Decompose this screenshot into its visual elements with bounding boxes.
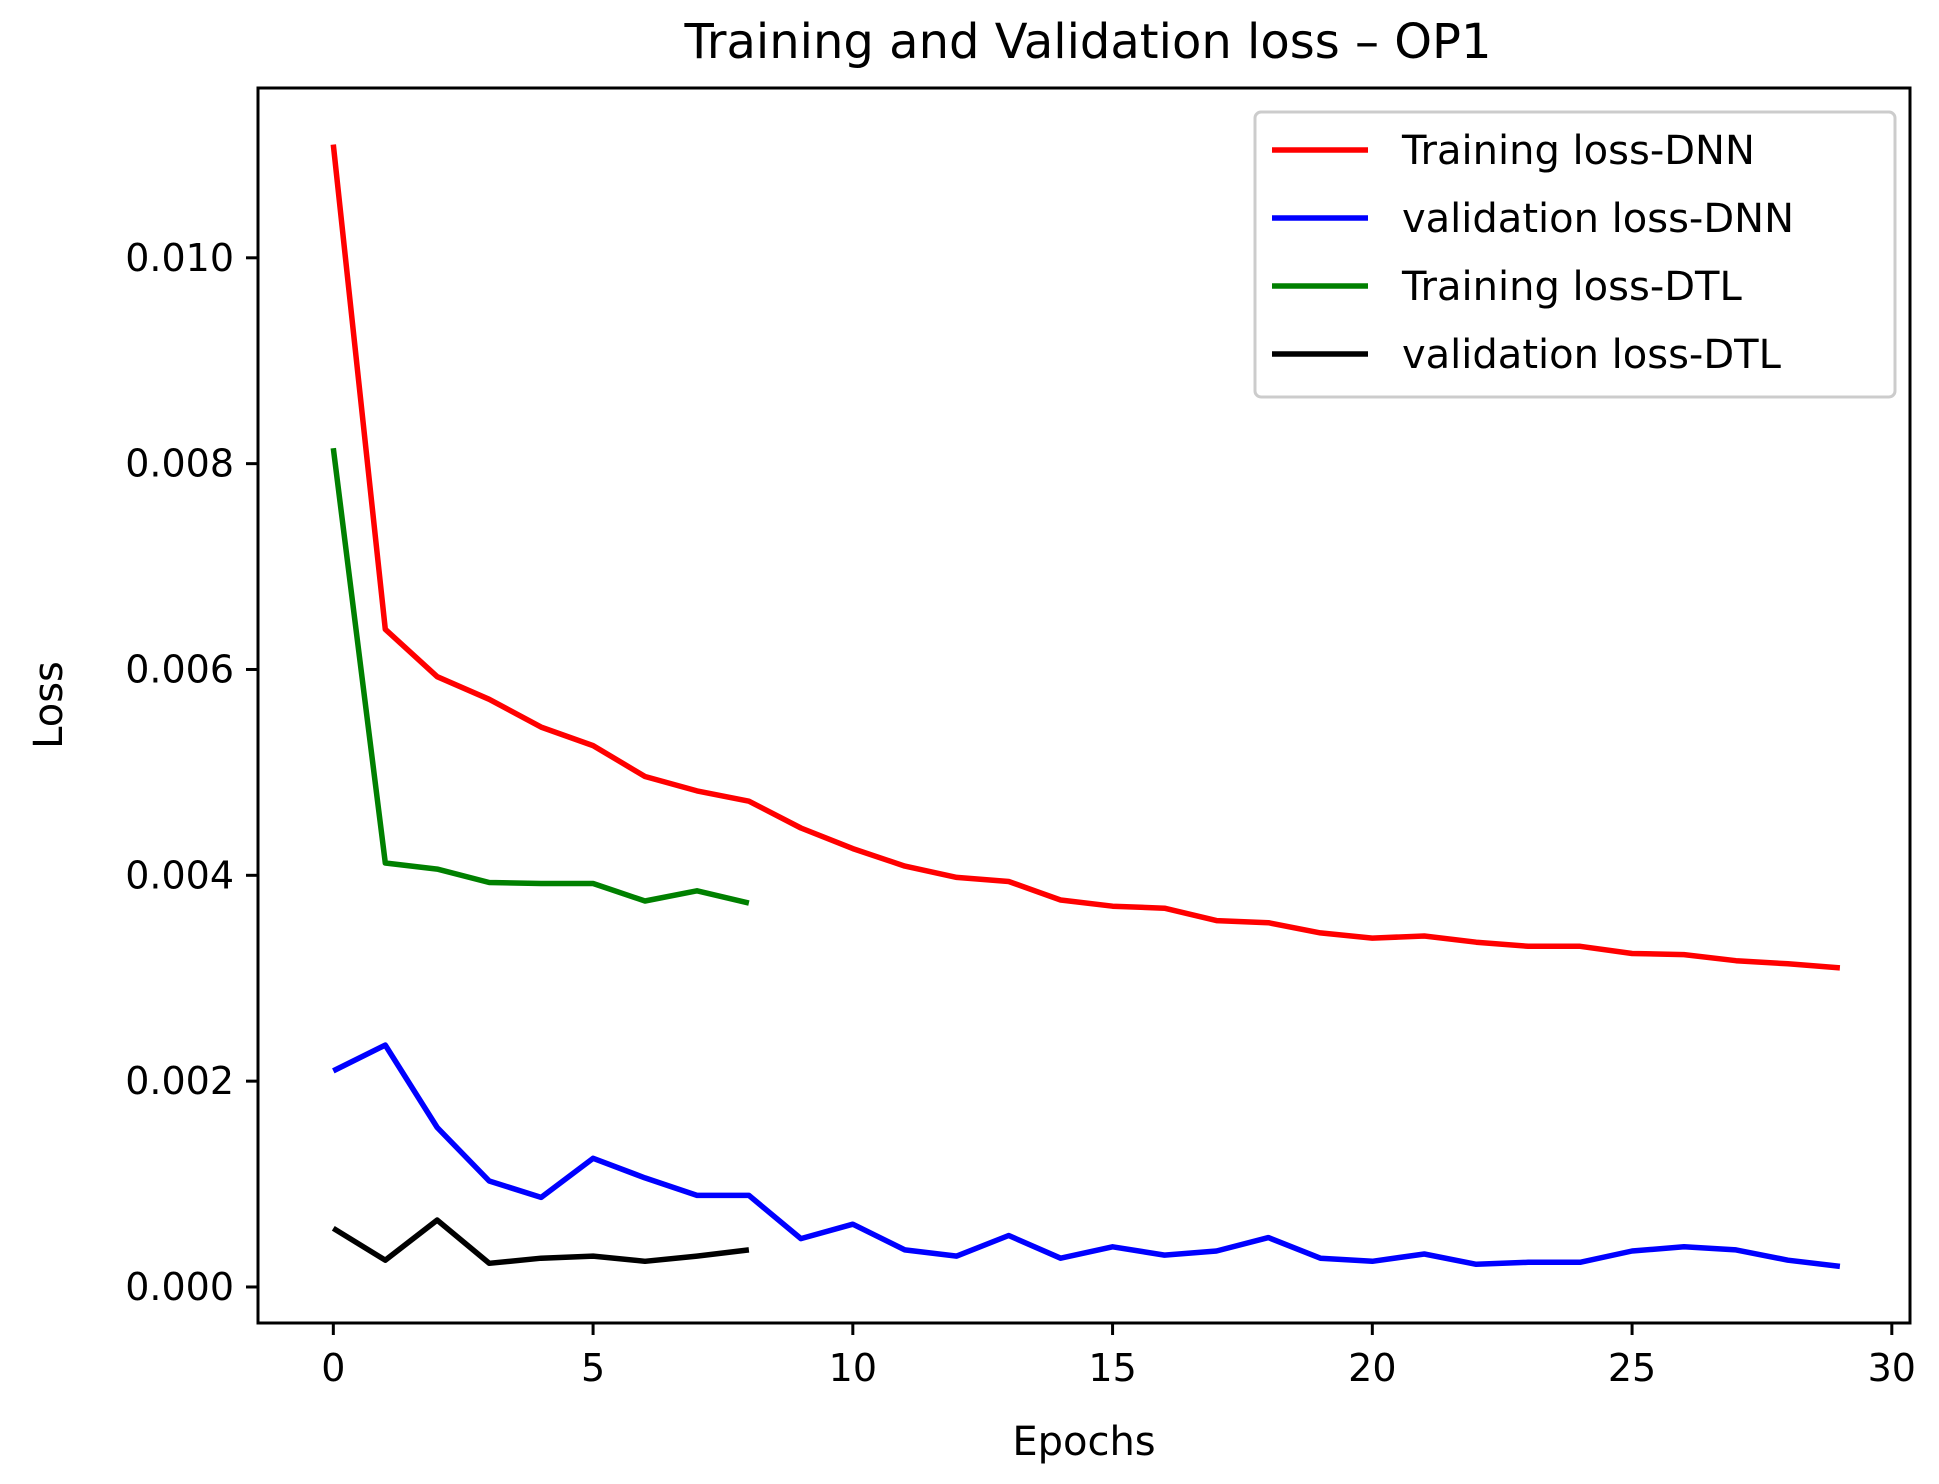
series-layer <box>330 144 1841 1270</box>
legend-items: Training loss-DNN validation loss-DNN Trai… <box>1272 128 1794 378</box>
y-tick-label: 0.002 <box>125 1059 234 1103</box>
x-tick-label: 0 <box>321 1346 345 1390</box>
y-tick-label: 0.010 <box>125 236 234 280</box>
legend-label-4: validation loss-DTL <box>1402 332 1782 378</box>
legend-label-1: Training loss-DNN <box>1401 128 1755 174</box>
legend: Training loss-DNN validation loss-DNN Trai… <box>1253 110 1897 399</box>
y-tick-label: 0.006 <box>125 647 234 691</box>
x-tick-label: 30 <box>1868 1346 1916 1390</box>
x-tick-label: 10 <box>829 1346 877 1390</box>
x-axis-ticks: 0 5 10 15 20 25 30 <box>321 1323 1916 1390</box>
series-line-3 <box>330 447 750 906</box>
y-tick-label: 0.000 <box>125 1265 234 1309</box>
chart-title: Training and Validation loss – OP1 <box>684 14 1492 70</box>
legend-frame <box>1253 110 1897 399</box>
y-axis-ticks: 0.000 0.002 0.004 0.006 0.008 0.010 <box>125 236 258 1309</box>
plot-frame <box>256 86 1912 1325</box>
legend-label-2: validation loss-DNN <box>1402 196 1794 242</box>
x-tick-label: 15 <box>1088 1346 1136 1390</box>
y-tick-label: 0.004 <box>125 853 234 897</box>
x-tick-label: 5 <box>581 1346 605 1390</box>
series-line-1 <box>330 144 1841 971</box>
series-line-2 <box>332 1042 1841 1270</box>
x-tick-label: 20 <box>1348 1346 1396 1390</box>
series-line-4 <box>331 1217 750 1267</box>
x-axis-label: Epochs <box>1012 1419 1155 1465</box>
legend-label-3: Training loss-DTL <box>1401 264 1742 310</box>
x-tick-label: 25 <box>1608 1346 1656 1390</box>
y-axis-label: Loss <box>26 661 72 749</box>
y-tick-label: 0.008 <box>125 442 234 486</box>
